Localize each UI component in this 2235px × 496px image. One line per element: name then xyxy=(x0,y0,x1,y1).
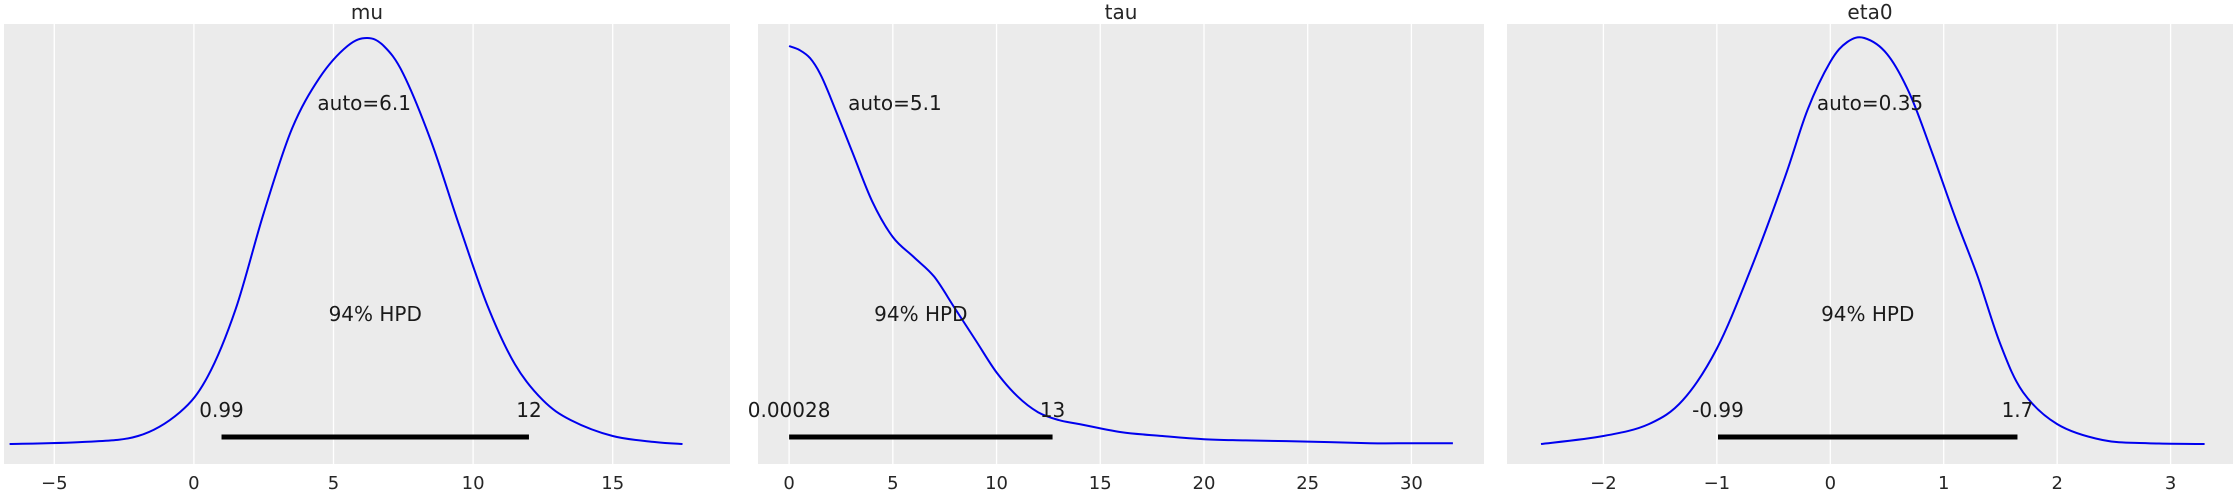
panel-eta0: −2 −1 0 1 2 3 eta0 auto=0.35 94% HPD -0.99 1.… xyxy=(1507,0,2233,494)
hpd-low-label: 0.00028 xyxy=(748,398,831,422)
x-tick-label: 15 xyxy=(1089,473,1112,494)
plot-area xyxy=(4,24,730,464)
plot-area xyxy=(1507,24,2233,464)
x-tick-label: 5 xyxy=(887,473,898,494)
x-tick-label: 10 xyxy=(985,473,1008,494)
x-ticks: −5 0 5 10 15 xyxy=(41,473,624,494)
panel-tau: 0 5 10 15 20 25 30 tau auto=5.1 94% HPD 0.0002… xyxy=(748,0,1484,494)
panel-title: tau xyxy=(1105,0,1138,24)
x-tick-label: 15 xyxy=(601,473,624,494)
x-tick-label: 0 xyxy=(1825,473,1836,494)
x-tick-label: −5 xyxy=(41,473,68,494)
hpd-high-label: 13 xyxy=(1040,398,1065,422)
hpd-label: 94% HPD xyxy=(1821,302,1914,326)
panel-title: mu xyxy=(351,0,383,24)
gridlines xyxy=(1602,24,2172,464)
x-tick-label: −1 xyxy=(1704,473,1731,494)
density-curve xyxy=(9,36,683,445)
hpd-low-label: -0.99 xyxy=(1692,398,1744,422)
panel-title: eta0 xyxy=(1847,0,1892,24)
point-estimate-label: auto=5.1 xyxy=(848,91,942,115)
x-tick-label: 30 xyxy=(1400,473,1423,494)
point-estimate-label: auto=6.1 xyxy=(317,91,411,115)
hpd-high-label: 12 xyxy=(516,398,541,422)
x-tick-label: 3 xyxy=(2165,473,2176,494)
x-tick-label: 1 xyxy=(1938,473,1949,494)
density-curve xyxy=(788,45,1453,445)
hpd-label: 94% HPD xyxy=(874,302,967,326)
density-curve xyxy=(1540,36,2205,445)
hpd-label: 94% HPD xyxy=(329,302,422,326)
point-estimate-label: auto=0.35 xyxy=(1817,91,1923,115)
hpd-high-label: 1.7 xyxy=(2002,398,2034,422)
x-tick-label: 2 xyxy=(2051,473,2062,494)
x-tick-label: −2 xyxy=(1590,473,1617,494)
x-tick-label: 0 xyxy=(188,473,199,494)
panel-mu: −5 0 5 10 15 mu auto=6.1 94% HPD 0.99 12 xyxy=(4,0,730,494)
gridlines xyxy=(53,24,614,464)
x-tick-label: 0 xyxy=(783,473,794,494)
gridlines xyxy=(788,24,1413,464)
plot-area xyxy=(758,24,1484,464)
x-tick-label: 10 xyxy=(462,473,485,494)
x-tick-label: 25 xyxy=(1296,473,1319,494)
x-ticks: −2 −1 0 1 2 3 xyxy=(1590,473,2176,494)
hpd-low-label: 0.99 xyxy=(199,398,244,422)
x-tick-label: 5 xyxy=(328,473,339,494)
x-ticks: 0 5 10 15 20 25 30 xyxy=(783,473,1422,494)
x-tick-label: 20 xyxy=(1193,473,1216,494)
